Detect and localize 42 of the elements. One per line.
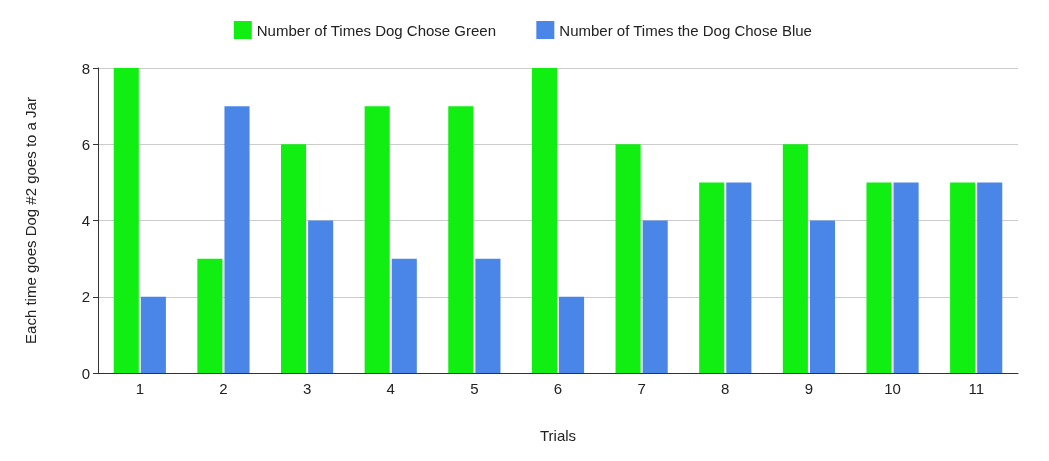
x-tick-label: 9 — [804, 380, 814, 397]
bar — [950, 182, 976, 373]
x-tick-label: 11 — [968, 380, 984, 397]
y-tick-label: 8 — [81, 59, 90, 77]
bar — [977, 182, 1003, 373]
y-tick-label: 6 — [81, 135, 90, 153]
bar — [364, 106, 390, 373]
x-axis-title: Trials — [539, 427, 577, 444]
bar — [113, 68, 139, 373]
bar — [140, 296, 166, 373]
bar — [726, 182, 752, 373]
y-axis-title: Each time goes Dog #2 goes to a Jar — [22, 97, 39, 344]
bar — [475, 258, 501, 373]
bar — [866, 182, 892, 373]
bar — [391, 258, 417, 373]
x-tick-label: 7 — [637, 380, 646, 397]
bar — [559, 296, 585, 373]
legend-label: Number of Times Dog Chose Green — [256, 21, 497, 39]
bar — [699, 182, 725, 373]
bar — [224, 106, 250, 373]
legend-label: Number of Times the Dog Chose Blue — [559, 21, 812, 39]
x-tick-label: 4 — [386, 380, 395, 397]
bar — [615, 144, 641, 373]
y-tick-label: 4 — [81, 212, 90, 229]
bar — [197, 258, 223, 373]
y-tick-label: 2 — [81, 288, 90, 306]
x-tick-label: 3 — [302, 380, 312, 397]
x-tick-label: 1 — [135, 380, 144, 397]
bar — [281, 144, 307, 373]
bar — [642, 220, 668, 373]
x-tick-label: 6 — [553, 380, 563, 397]
x-tick-label: 5 — [470, 380, 479, 397]
x-tick-label: 10 — [884, 380, 901, 397]
bar — [448, 106, 474, 373]
bar — [893, 182, 919, 373]
bar — [308, 220, 334, 373]
bar — [531, 68, 557, 373]
bar — [809, 220, 835, 373]
y-tick-label: 0 — [81, 364, 90, 382]
bar — [782, 144, 808, 373]
x-tick-label: 8 — [721, 380, 730, 397]
x-tick-label: 2 — [219, 380, 228, 397]
